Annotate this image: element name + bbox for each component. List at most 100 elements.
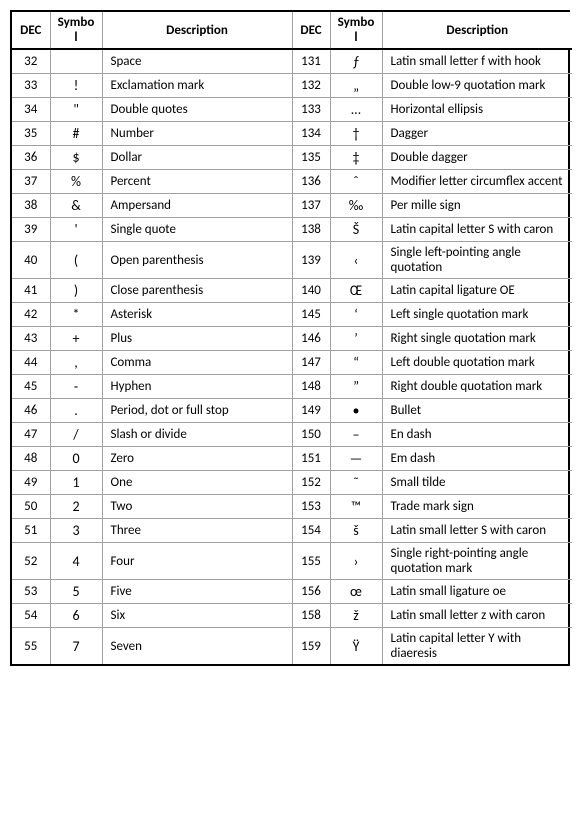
cell-symbol: ‘ xyxy=(330,303,382,327)
table-row: 557Seven159ŸLatin capital letter Y with … xyxy=(12,628,572,665)
cell-description: Modifier letter circumflex accent xyxy=(382,170,572,194)
cell-symbol: 0 xyxy=(50,447,102,471)
cell-description: Hyphen xyxy=(102,375,292,399)
cell-dec: 34 xyxy=(12,98,50,122)
cell-dec: 156 xyxy=(292,580,330,604)
cell-symbol: ‰ xyxy=(330,194,382,218)
cell-symbol: † xyxy=(330,122,382,146)
cell-symbol xyxy=(50,49,102,74)
cell-description: Single right-pointing angle quotation ma… xyxy=(382,543,572,580)
cell-description: Four xyxy=(102,543,292,580)
cell-description: Trade mark sign xyxy=(382,495,572,519)
cell-description: Single quote xyxy=(102,218,292,242)
cell-symbol: ' xyxy=(50,218,102,242)
cell-dec: 41 xyxy=(12,279,50,303)
cell-dec: 40 xyxy=(12,242,50,279)
table-row: 47/Slash or divide150–En dash xyxy=(12,423,572,447)
cell-description: Ampersand xyxy=(102,194,292,218)
cell-description: Two xyxy=(102,495,292,519)
cell-dec: 131 xyxy=(292,49,330,74)
cell-symbol: * xyxy=(50,303,102,327)
cell-dec: 37 xyxy=(12,170,50,194)
cell-dec: 158 xyxy=(292,604,330,628)
table-row: 37%Percent136ˆModifier letter circumflex… xyxy=(12,170,572,194)
cell-dec: 33 xyxy=(12,74,50,98)
cell-description: Latin small ligature oe xyxy=(382,580,572,604)
cell-description: Dagger xyxy=(382,122,572,146)
cell-dec: 154 xyxy=(292,519,330,543)
cell-dec: 49 xyxy=(12,471,50,495)
cell-symbol: 6 xyxy=(50,604,102,628)
cell-dec: 32 xyxy=(12,49,50,74)
cell-description: Comma xyxy=(102,351,292,375)
cell-description: Double quotes xyxy=(102,98,292,122)
cell-symbol: – xyxy=(330,423,382,447)
table-row: 36$Dollar135‡Double dagger xyxy=(12,146,572,170)
cell-description: Double low-9 quotation mark xyxy=(382,74,572,98)
cell-description: Period, dot or full stop xyxy=(102,399,292,423)
cell-dec: 44 xyxy=(12,351,50,375)
header-symbol-left: Symbol xyxy=(50,12,102,49)
cell-dec: 43 xyxy=(12,327,50,351)
cell-symbol: ‹ xyxy=(330,242,382,279)
cell-description: Asterisk xyxy=(102,303,292,327)
table-row: 42*Asterisk145‘Left single quotation mar… xyxy=(12,303,572,327)
cell-symbol: ˜ xyxy=(330,471,382,495)
cell-symbol: Ÿ xyxy=(330,628,382,665)
cell-dec: 145 xyxy=(292,303,330,327)
cell-symbol: $ xyxy=(50,146,102,170)
table-row: 33!Exclamation mark132„Double low-9 quot… xyxy=(12,74,572,98)
cell-symbol: ™ xyxy=(330,495,382,519)
table-row: 39'Single quote138ŠLatin capital letter … xyxy=(12,218,572,242)
cell-description: Slash or divide xyxy=(102,423,292,447)
table-row: 46.Period, dot or full stop149•Bullet xyxy=(12,399,572,423)
table-row: 546Six158žLatin small letter z with caro… xyxy=(12,604,572,628)
cell-description: Latin capital letter S with caron xyxy=(382,218,572,242)
cell-dec: 148 xyxy=(292,375,330,399)
table-row: 513Three154šLatin small letter S with ca… xyxy=(12,519,572,543)
cell-description: Three xyxy=(102,519,292,543)
cell-symbol: • xyxy=(330,399,382,423)
cell-dec: 155 xyxy=(292,543,330,580)
cell-description: Plus xyxy=(102,327,292,351)
cell-description: Number xyxy=(102,122,292,146)
cell-dec: 153 xyxy=(292,495,330,519)
header-desc-right: Description xyxy=(382,12,572,49)
cell-description: Five xyxy=(102,580,292,604)
cell-dec: 48 xyxy=(12,447,50,471)
cell-symbol: , xyxy=(50,351,102,375)
ascii-table: DEC Symbol Description DEC Symbol Descri… xyxy=(12,12,572,664)
cell-dec: 150 xyxy=(292,423,330,447)
cell-dec: 132 xyxy=(292,74,330,98)
table-row: 491One152˜Small tilde xyxy=(12,471,572,495)
table-row: 43+Plus146’Right single quotation mark xyxy=(12,327,572,351)
cell-dec: 135 xyxy=(292,146,330,170)
cell-dec: 146 xyxy=(292,327,330,351)
cell-description: Double dagger xyxy=(382,146,572,170)
cell-dec: 36 xyxy=(12,146,50,170)
cell-description: Left single quotation mark xyxy=(382,303,572,327)
cell-description: Em dash xyxy=(382,447,572,471)
table-row: 524Four155›Single right-pointing angle q… xyxy=(12,543,572,580)
cell-description: Horizontal ellipsis xyxy=(382,98,572,122)
cell-dec: 140 xyxy=(292,279,330,303)
cell-symbol: 7 xyxy=(50,628,102,665)
cell-description: Latin capital letter Y with diaeresis xyxy=(382,628,572,665)
table-row: 38&Ampersand137‰Per mille sign xyxy=(12,194,572,218)
cell-dec: 149 xyxy=(292,399,330,423)
cell-description: En dash xyxy=(382,423,572,447)
table-body: 32 Space131ƒLatin small letter f with ho… xyxy=(12,49,572,664)
cell-dec: 147 xyxy=(292,351,330,375)
cell-description: Left double quotation mark xyxy=(382,351,572,375)
cell-description: Close parenthesis xyxy=(102,279,292,303)
table-row: 45-Hyphen148”Right double quotation mark xyxy=(12,375,572,399)
cell-symbol: - xyxy=(50,375,102,399)
cell-symbol: ’ xyxy=(330,327,382,351)
cell-description: Right single quotation mark xyxy=(382,327,572,351)
cell-dec: 54 xyxy=(12,604,50,628)
cell-symbol: „ xyxy=(330,74,382,98)
cell-dec: 55 xyxy=(12,628,50,665)
cell-description: Exclamation mark xyxy=(102,74,292,98)
cell-symbol: ! xyxy=(50,74,102,98)
table-row: 35#Number134†Dagger xyxy=(12,122,572,146)
